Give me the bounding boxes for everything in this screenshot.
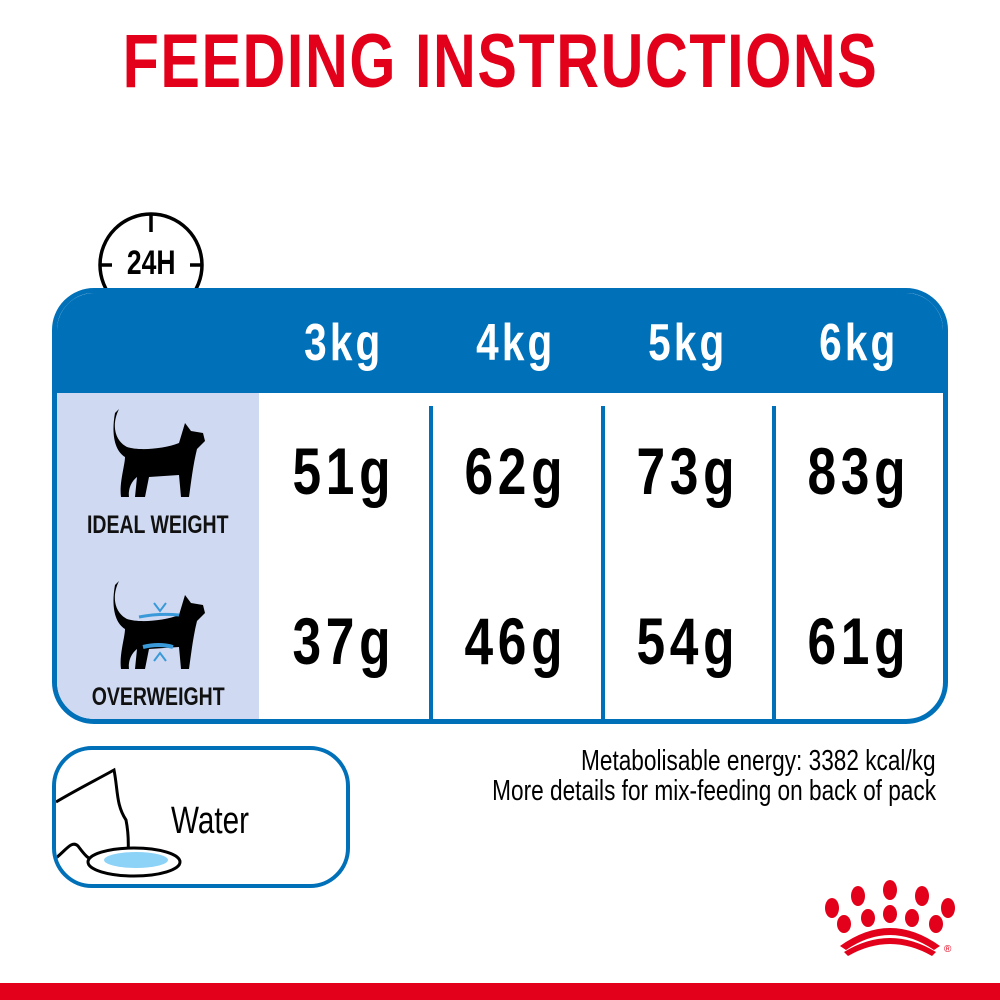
column-divider [429,406,433,719]
table-cell: 62g [464,434,568,508]
column-divider [772,406,776,719]
column-header: 4kg [476,314,556,372]
page-title: FEEDING INSTRUCTIONS [122,19,878,104]
table-cell: 83g [807,434,911,508]
table-cell: 61g [807,604,911,678]
registered-mark: ® [944,944,952,955]
overweight-cat-icon [113,581,205,669]
table-cell: 73g [636,434,740,508]
column-divider [601,406,605,719]
water-box: Water [52,746,350,888]
table-header: 3kg 4kg 5kg 6kg [57,293,943,393]
water-label: Water [170,800,249,842]
row-label-column: IDEAL WEIGHT OVERWEIGHT [57,393,259,719]
table-cell: 54g [636,604,740,678]
table-cell: 37g [292,604,396,678]
table-cell: 51g [292,434,396,508]
cat-drinking-water-icon [56,767,182,878]
footer-bar [0,983,1000,1000]
column-header: 3kg [304,314,384,372]
feeding-table: 3kg 4kg 5kg 6kg IDEAL WEIGHT OVERWEIGHT … [52,288,948,724]
cat-silhouette-icon [113,409,205,497]
table-cell: 46g [464,604,568,678]
row-label: IDEAL WEIGHT [87,511,229,539]
row-label: OVERWEIGHT [91,683,225,711]
energy-note: Metabolisable energy: 3382 kcal/kg [581,745,936,777]
column-header: 6kg [819,314,899,372]
column-header: 5kg [648,314,728,372]
clock-label: 24H [126,244,176,282]
royal-canin-crown-logo: ® [822,880,958,960]
mix-feeding-note: More details for mix-feeding on back of … [492,775,936,807]
